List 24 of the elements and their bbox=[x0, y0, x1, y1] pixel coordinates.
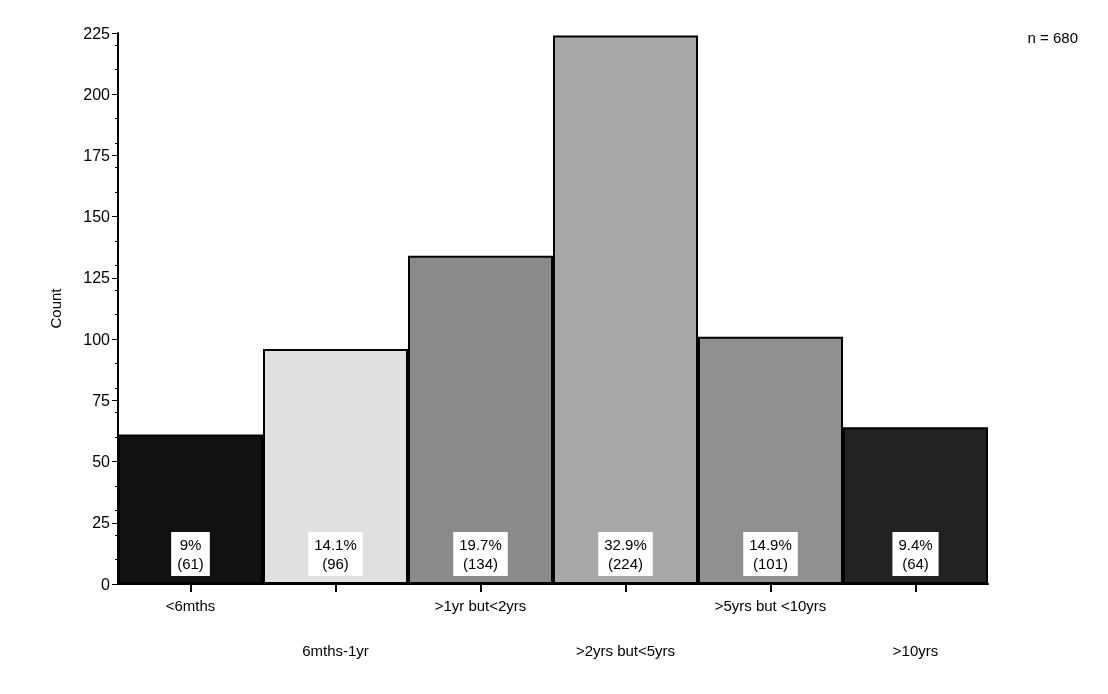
y-tick-label: 150 bbox=[83, 208, 111, 226]
x-tick-label: >1yr but<2yrs bbox=[434, 597, 527, 614]
y-tick-label: 25 bbox=[92, 514, 111, 532]
y-tick-label: 50 bbox=[92, 453, 111, 471]
y-tick-label: 100 bbox=[83, 330, 111, 348]
y-tick-label: 175 bbox=[83, 146, 111, 164]
data-label: 14.9% (101) bbox=[749, 536, 792, 572]
x-tick-label: 6mths-1yr bbox=[302, 642, 369, 659]
y-tick-label: 75 bbox=[92, 391, 111, 409]
x-tick-label: >10yrs bbox=[892, 642, 939, 659]
data-label: 14.1% (96) bbox=[314, 536, 357, 572]
x-tick-label: <6mths bbox=[165, 597, 216, 614]
data-label: 32.9% (224) bbox=[604, 536, 647, 572]
y-tick-label: 225 bbox=[83, 24, 111, 42]
data-label: 9.4% (64) bbox=[898, 536, 933, 572]
y-tick-label: 0 bbox=[101, 575, 111, 593]
text: n = 680 bbox=[1027, 29, 1078, 46]
x-tick-label: >2yrs but<5yrs bbox=[575, 642, 676, 659]
y-tick-label: 125 bbox=[83, 269, 111, 287]
y-axis-title: Count bbox=[47, 287, 64, 329]
x-tick-label: >5yrs but <10yrs bbox=[714, 597, 827, 614]
data-label: 19.7% (134) bbox=[459, 536, 502, 572]
data-label: 9% (61) bbox=[177, 536, 204, 572]
y-tick-label: 200 bbox=[83, 85, 111, 103]
